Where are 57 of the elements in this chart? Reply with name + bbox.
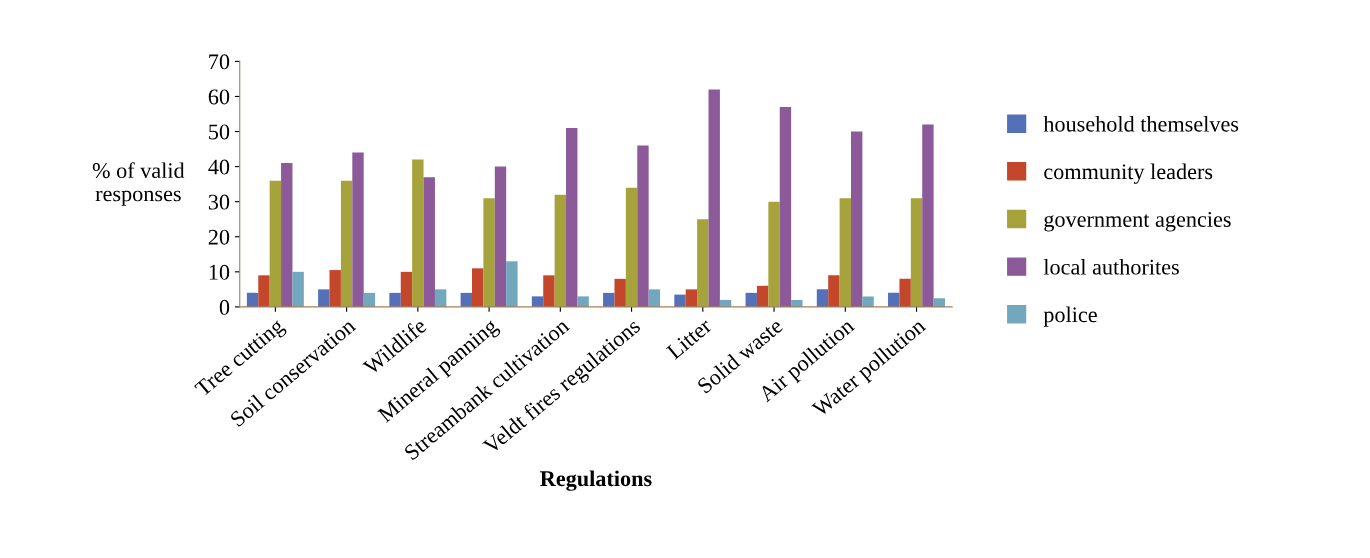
y-tick-label: 0 (219, 299, 230, 315)
bar (423, 177, 435, 307)
y-axis-title: % of valid responses (92, 162, 185, 206)
y-tick-label: 60 (208, 89, 230, 105)
legend-label: community leaders (1044, 163, 1213, 184)
bar (434, 289, 447, 307)
legend-label: government agencies (1044, 212, 1231, 232)
bar (850, 131, 863, 307)
bar (614, 278, 626, 307)
bar (506, 261, 518, 307)
bar (839, 198, 851, 307)
bar (531, 296, 544, 307)
bar (922, 124, 934, 307)
y-tick-label: 20 (208, 229, 230, 245)
bar (708, 89, 720, 307)
bar (816, 289, 829, 307)
bar (269, 180, 282, 307)
y-tick-label: 70 (209, 54, 230, 70)
bar (400, 271, 413, 307)
bar (648, 289, 661, 307)
bar (471, 268, 484, 307)
bar (674, 294, 686, 307)
bar (352, 152, 364, 307)
bar (318, 289, 330, 307)
bar (862, 296, 874, 307)
bar (910, 198, 923, 307)
bar (389, 292, 401, 307)
x-axis-title: Regulations (540, 470, 652, 491)
y-tick-label: 40 (208, 159, 230, 175)
y-tick-label: 10 (209, 264, 230, 280)
bar (258, 275, 270, 307)
bar (697, 219, 709, 307)
bar (494, 166, 507, 307)
bar (543, 275, 555, 307)
bar (577, 296, 589, 307)
bar (483, 198, 495, 307)
legend-label: household themselves (1043, 115, 1239, 132)
y-tick-label: 50 (209, 124, 230, 140)
bar (566, 128, 578, 307)
bar (329, 270, 341, 307)
legend-label: police (1043, 306, 1097, 327)
bar (292, 271, 304, 307)
bar (899, 278, 911, 307)
legend-label: local authorites (1043, 258, 1179, 275)
bar (281, 163, 293, 307)
bar (625, 187, 638, 307)
bar (828, 275, 840, 307)
bar (791, 299, 803, 307)
bar (554, 194, 567, 307)
bar (340, 180, 353, 307)
bar (685, 289, 698, 307)
bar (412, 159, 424, 307)
bar (768, 201, 780, 307)
bar (756, 285, 769, 307)
bar (637, 145, 649, 307)
y-tick-label: 30 (208, 194, 230, 210)
bar (779, 106, 792, 307)
